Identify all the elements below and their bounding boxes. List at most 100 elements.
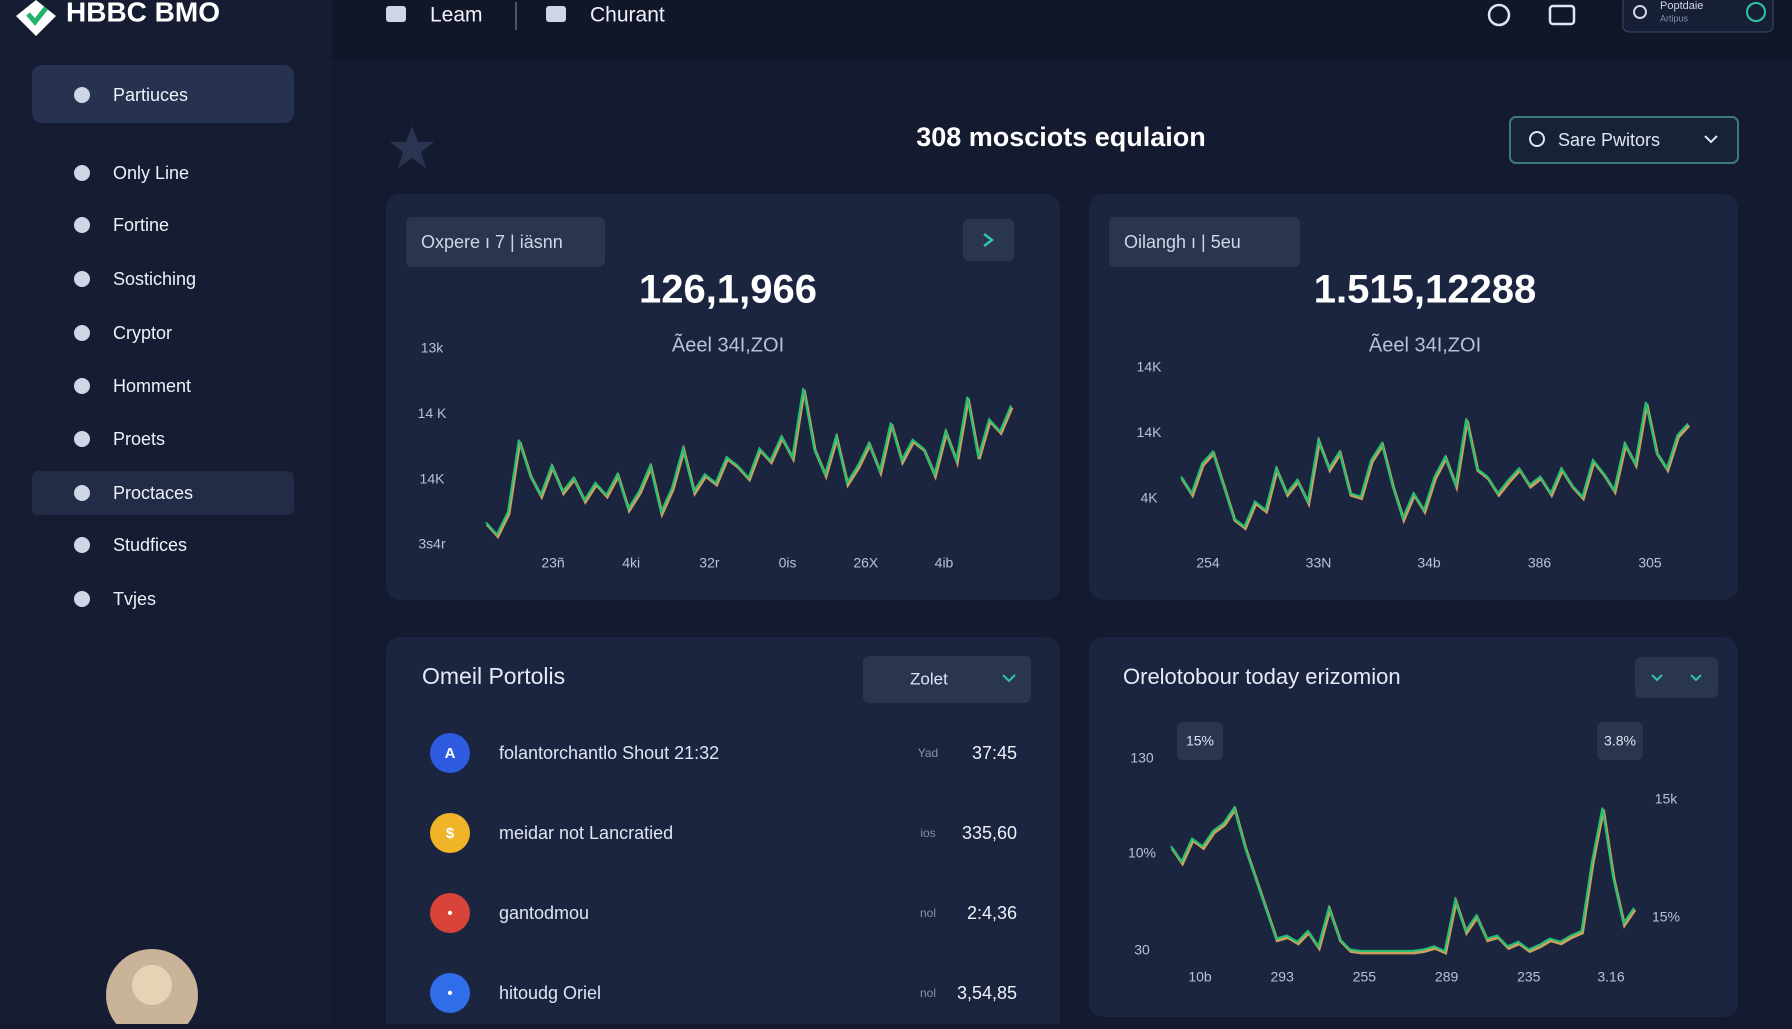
row-amount: 2:4,36: [967, 903, 1017, 923]
axis-label: 4ib: [935, 555, 954, 571]
axis-label: 4ki: [622, 555, 640, 571]
menu-item[interactable]: Studfices: [113, 535, 187, 555]
play-button[interactable]: [963, 219, 1014, 261]
menu-item[interactable]: Partiuces: [113, 85, 188, 105]
menu-icon: [74, 271, 90, 287]
nav-item[interactable]: Churant: [590, 4, 665, 27]
axis-label: 15%: [1652, 909, 1680, 925]
axis-label: 289: [1435, 969, 1459, 985]
axis-label: 14K: [1137, 424, 1163, 440]
page-title: 308 mosciots equlaion: [916, 122, 1206, 152]
axis-label: 3s4r: [418, 536, 446, 552]
coin-icon: [430, 973, 470, 1013]
axis-label: 33N: [1306, 555, 1332, 571]
stat-subtitle: Ãeel 34I,ZOI: [1369, 332, 1481, 356]
nav-icon: [386, 6, 406, 22]
axis-label: 10%: [1128, 845, 1156, 861]
top-bar: [332, 0, 1792, 60]
active-item: [32, 65, 294, 123]
axis-label: 26X: [853, 555, 879, 571]
stat-card: [1089, 194, 1738, 600]
axis-label: 386: [1528, 555, 1552, 571]
card-pill[interactable]: [1109, 217, 1300, 267]
stat-value: 1.515,12288: [1314, 268, 1536, 312]
menu-item[interactable]: Proets: [113, 429, 165, 449]
toggle-buttons[interactable]: [1635, 657, 1718, 698]
filter-arrow: [1002, 674, 1016, 683]
avatar-face: [132, 965, 172, 1005]
menu-icon: [74, 378, 90, 394]
row-name[interactable]: folantorchantlo Shout 21:32: [499, 743, 719, 763]
row-name[interactable]: gantodmou: [499, 903, 589, 923]
user-role: Artipus: [1660, 13, 1689, 23]
toggle-arrow: [1651, 674, 1663, 682]
menu-icon: [74, 485, 90, 501]
row-tag: nol: [920, 906, 936, 920]
menu-icon: [74, 537, 90, 553]
nav-icon: [546, 6, 566, 22]
row-name[interactable]: meidar not Lancratied: [499, 823, 673, 843]
axis-label: 235: [1517, 969, 1541, 985]
nav-item[interactable]: Leam: [430, 4, 483, 27]
user-icon: [1633, 5, 1647, 19]
line: [485, 388, 1012, 537]
row-tag: nol: [920, 986, 936, 1000]
axis-label: 14 K: [418, 405, 447, 421]
menu-icon: [74, 591, 90, 607]
row-amount: 37:45: [972, 743, 1017, 763]
menu-item[interactable]: Cryptor: [113, 323, 172, 343]
menu-item[interactable]: Fortine: [113, 215, 169, 235]
stat-card: [386, 194, 1060, 600]
distribution-title: Orelotobour today erizomion: [1123, 664, 1401, 689]
coin-glyph: •: [447, 985, 452, 1002]
badge: [1597, 722, 1643, 760]
row-name[interactable]: hitoudg Oriel: [499, 983, 601, 1003]
menu-icon: [74, 165, 90, 181]
menu-icon: [74, 217, 90, 233]
axis-label: 305: [1638, 555, 1662, 571]
axis-label: 14K: [1137, 359, 1163, 375]
portfolio-title: Omeil Portolis: [422, 663, 565, 689]
user-box[interactable]: [1622, 0, 1774, 33]
coin-icon: [430, 733, 470, 773]
stat-value: 126,1,966: [639, 268, 817, 312]
menu-item[interactable]: Proctaces: [113, 483, 193, 503]
axis-label: 293: [1271, 969, 1295, 985]
search-text: Sare Pwitors: [1558, 130, 1660, 150]
badge: [1177, 722, 1223, 760]
card-pill[interactable]: [406, 217, 605, 267]
logo-check: [26, 6, 48, 26]
menu-item[interactable]: Only Line: [113, 163, 189, 183]
toggle-arrow: [1690, 674, 1702, 682]
row-tag: Yad: [918, 746, 938, 760]
axis-label: 13k: [421, 340, 445, 356]
menu-icon: [74, 87, 90, 103]
axis-label: 15k: [1655, 791, 1679, 807]
axis-label: 32r: [699, 555, 720, 571]
distribution-card: [1089, 637, 1738, 1017]
filter-dropdown[interactable]: [863, 656, 1031, 703]
axis-label: 14K: [420, 470, 446, 486]
portfolio-card: [386, 637, 1060, 1029]
refresh-icon[interactable]: [1487, 3, 1511, 27]
menu-item[interactable]: Tvjes: [113, 589, 156, 609]
coin-glyph: A: [445, 745, 456, 762]
row-amount: 3,54,85: [957, 983, 1017, 1003]
badge-text: 3.8%: [1604, 733, 1636, 749]
line: [1170, 805, 1635, 953]
axis-label: 4K: [1140, 490, 1158, 506]
row-tag: ios: [920, 826, 935, 840]
axis-label: 10b: [1188, 969, 1212, 985]
badge-text: 15%: [1186, 733, 1214, 749]
user-name: Poptdaie: [1660, 0, 1703, 12]
search-box[interactable]: [1509, 116, 1739, 164]
axis-label: 30: [1134, 942, 1150, 958]
menu-icon: [74, 325, 90, 341]
menu-item[interactable]: Homment: [113, 376, 191, 396]
star-icon[interactable]: [390, 126, 434, 168]
logo: HBBC BMO: [66, 0, 220, 27]
menu-item[interactable]: Sostiching: [113, 269, 196, 289]
message-icon[interactable]: [1548, 4, 1576, 26]
axis-label: 0is: [779, 555, 797, 571]
